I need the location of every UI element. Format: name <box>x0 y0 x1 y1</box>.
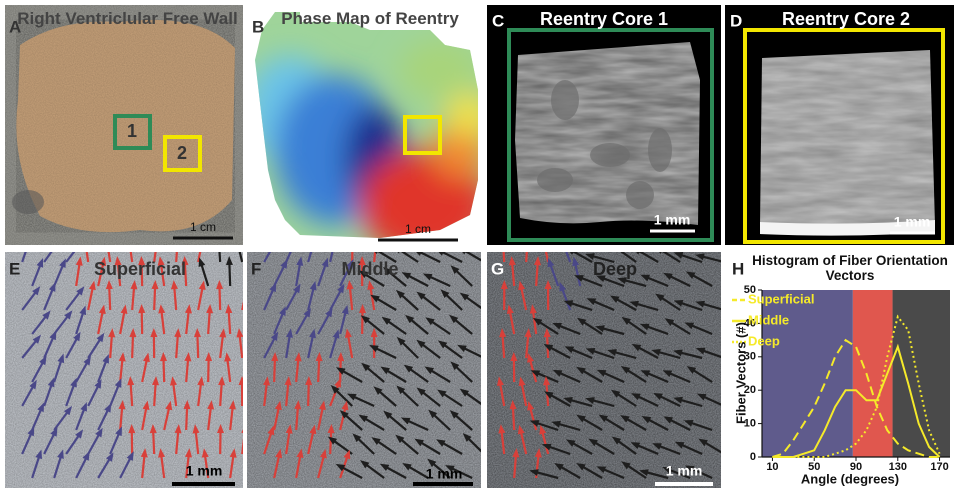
panel-title: Phase Map of Reentry <box>280 10 460 28</box>
figure-canvas: 1 2 1 cm A 1 cm B 1 mm C Reentry Core 1 <box>0 0 954 488</box>
panel-title: Reentry Core 1 <box>540 9 668 29</box>
texture <box>247 252 481 488</box>
hole <box>551 80 579 120</box>
arrow-shaft <box>242 285 248 310</box>
scale-label: 1 cm <box>190 220 216 234</box>
x-tick-label: 10 <box>766 461 778 473</box>
panel-letter: F <box>251 259 261 278</box>
scale-label: 1 mm <box>894 214 931 230</box>
hole <box>648 128 672 172</box>
hole <box>537 168 573 192</box>
legend-label: Middle <box>748 312 789 327</box>
hole <box>626 181 654 209</box>
chart-title: Histogram of Fiber Orientation Vectors <box>752 254 948 283</box>
scale-label: 1 mm <box>666 463 703 479</box>
panel-title: Right Ventriclular Free Wall <box>12 10 243 28</box>
panel-letter: H <box>732 259 744 278</box>
legend-label: Deep <box>748 333 780 348</box>
x-tick-label: 170 <box>930 461 948 473</box>
texture <box>16 20 235 232</box>
panel-title: Middle <box>342 259 399 279</box>
angle-region <box>893 290 950 457</box>
scale-label: 1 mm <box>654 212 691 228</box>
panel-letter: D <box>730 11 742 30</box>
panel-title: Deep <box>593 259 637 279</box>
panel-letter: E <box>9 259 20 278</box>
legend-label: Superficial <box>748 291 814 306</box>
scale-label: 1 mm <box>426 466 463 482</box>
y-tick-label: 0 <box>750 451 756 463</box>
scale-label: 1 cm <box>405 222 431 236</box>
hole <box>590 143 630 167</box>
panel-letter: G <box>491 259 504 278</box>
panel-title: Superficial <box>94 259 186 279</box>
y-axis-label: Fiber Vectors (#) <box>733 322 748 424</box>
roi-label: 1 <box>127 121 137 141</box>
figure: 1 2 1 cm A 1 cm B 1 mm C Reentry Core 1 <box>0 0 954 488</box>
pin <box>12 190 44 214</box>
roi-label: 2 <box>177 143 187 163</box>
panel-letter: B <box>252 17 264 36</box>
scale-label: 1 mm <box>186 463 223 479</box>
panel-letter: C <box>492 11 504 30</box>
panel-title: Reentry Core 2 <box>782 9 910 29</box>
x-axis-label: Angle (degrees) <box>801 471 899 486</box>
texture <box>515 42 700 225</box>
arrow-head <box>612 245 621 253</box>
texture <box>760 50 935 228</box>
